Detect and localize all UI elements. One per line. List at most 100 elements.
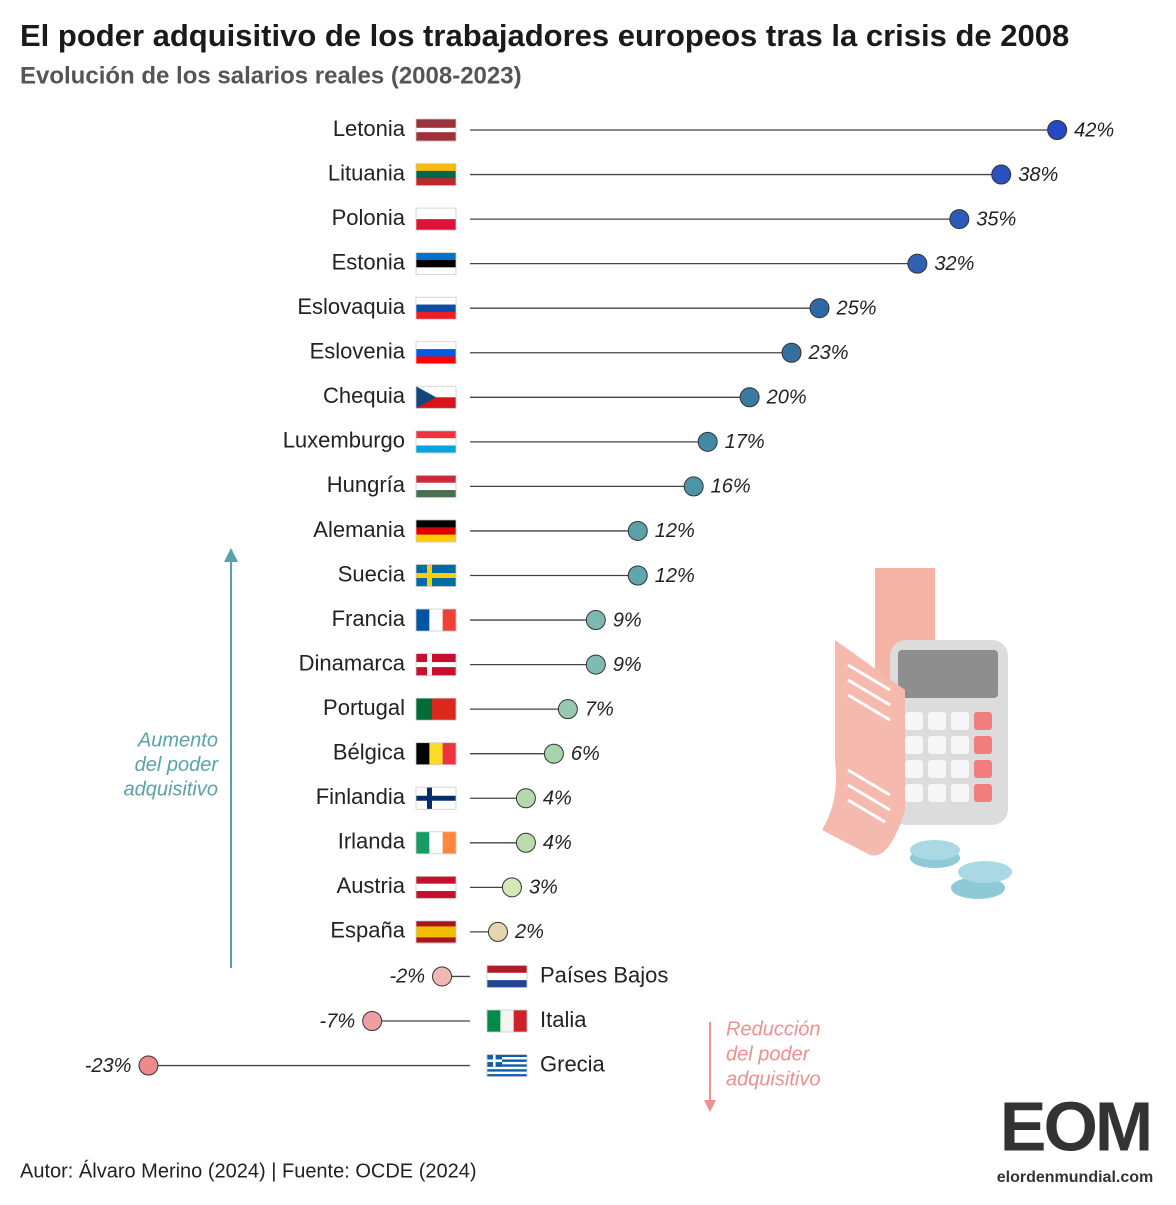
flag-stripe [487, 1061, 527, 1065]
value-label: -2% [389, 966, 425, 988]
flag-stripe [513, 1010, 528, 1032]
point [809, 298, 830, 319]
category-label: Italia [540, 1007, 587, 1032]
category-label: Polonia [332, 205, 406, 230]
category-label: España [330, 918, 405, 943]
decrease-annotation: del poder [726, 1043, 811, 1065]
flag [415, 163, 457, 186]
flag-stripe [416, 178, 456, 186]
point [739, 387, 760, 408]
point [543, 743, 564, 764]
flag-border [415, 118, 457, 142]
flag-stripe [416, 163, 456, 172]
flag-stripe [416, 349, 456, 357]
flag-stripe [416, 609, 430, 632]
flag-border [415, 341, 457, 365]
flag-stripe [487, 1071, 527, 1075]
value-label: 23% [808, 342, 849, 364]
flag-stripe [416, 475, 456, 484]
flag-stripe [416, 534, 456, 543]
value-label: 4% [543, 788, 572, 810]
increase-annotation: del poder [135, 754, 220, 776]
point [683, 476, 704, 497]
value-label: 32% [934, 253, 974, 275]
flag-stripe [487, 1069, 527, 1072]
flag-stripe [487, 1010, 501, 1032]
flag-stripe [487, 972, 527, 981]
point [515, 832, 536, 853]
value-label: 16% [711, 476, 751, 498]
flag-stripe [416, 341, 456, 350]
flag [415, 653, 457, 676]
point [991, 164, 1012, 185]
flag [415, 341, 457, 365]
point [781, 342, 802, 363]
receipt [822, 640, 905, 856]
flag-stripe [416, 267, 456, 275]
calculator-keys [905, 712, 992, 802]
flag-stripe [429, 742, 443, 765]
value-label: 38% [1018, 164, 1058, 186]
flag-stripe [416, 891, 456, 899]
flag-stripe [416, 132, 456, 142]
flag [415, 564, 457, 587]
flag [415, 786, 457, 810]
value-label: 2% [514, 921, 544, 943]
flag [415, 474, 457, 498]
flag-stripe [416, 259, 456, 268]
point [501, 877, 522, 898]
flag-stripe [416, 252, 456, 261]
category-label: Luxemburgo [283, 428, 405, 453]
point [949, 209, 970, 230]
category-label: Estonia [332, 249, 406, 274]
flag-border [415, 786, 457, 810]
value-label: 4% [543, 832, 572, 854]
category-label: Bélgica [333, 740, 406, 765]
value-label: 9% [613, 609, 642, 631]
flag [415, 207, 457, 231]
decrease-annotation: Reducción [726, 1018, 821, 1040]
category-label: Suecia [338, 561, 406, 586]
flag [486, 1054, 528, 1077]
point [627, 565, 648, 586]
flag [415, 296, 457, 320]
flag-stripe [416, 219, 456, 231]
point [627, 520, 648, 541]
flag [486, 965, 528, 988]
point [557, 699, 578, 720]
flag-stripe [416, 397, 456, 409]
flag-border [415, 564, 457, 587]
footer: Autor: Álvaro Merino (2024) | Fuente: OC… [20, 1159, 477, 1182]
category-label: Portugal [323, 695, 405, 720]
flag [415, 252, 457, 276]
flag-border [415, 608, 457, 632]
flag-border [415, 474, 457, 498]
flag-border [415, 697, 457, 721]
flag-stripe [416, 356, 456, 365]
point [432, 966, 453, 987]
flag-stripe [487, 980, 527, 988]
point [138, 1055, 159, 1076]
category-label: Hungría [327, 472, 406, 497]
flag-stripe [416, 445, 456, 454]
category-label: Francia [332, 606, 406, 631]
flag [415, 385, 457, 409]
flag-border [415, 207, 457, 231]
value-label: 12% [655, 565, 695, 587]
flag-stripe [442, 742, 457, 765]
flag-border [415, 831, 457, 855]
flag-border [415, 653, 457, 676]
value-label: 20% [766, 387, 807, 409]
flag [415, 608, 457, 632]
flag-stripe [416, 490, 456, 498]
value-label: -23% [85, 1055, 132, 1077]
flag-border [415, 920, 457, 944]
flag-border [415, 875, 457, 899]
flag-border [486, 1009, 528, 1033]
flag [415, 697, 457, 721]
logo-site: elordenmundial.com [997, 1169, 1153, 1186]
value-label: 42% [1074, 119, 1114, 141]
receipt-lines [847, 663, 891, 824]
category-label: Irlanda [338, 829, 406, 854]
